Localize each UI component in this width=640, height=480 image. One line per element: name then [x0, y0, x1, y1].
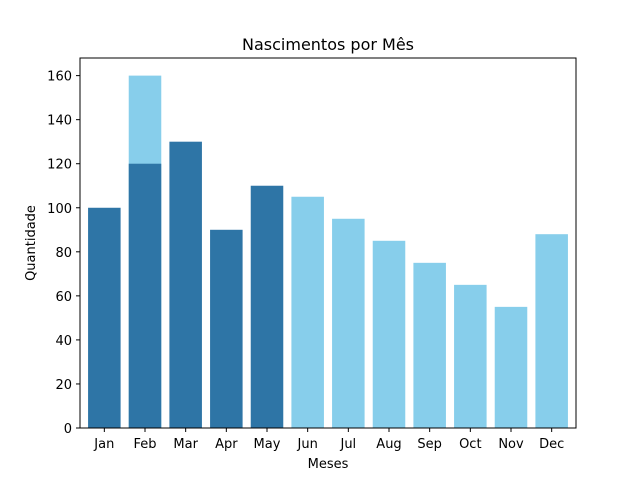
bars-layer: [88, 75, 568, 428]
x-tick-label-may: May: [254, 437, 281, 452]
bar-mar-series-2: [169, 141, 202, 428]
x-tick-label-mar: Mar: [173, 437, 198, 452]
x-tick-label-feb: Feb: [133, 437, 156, 452]
y-tick-label: 120: [47, 158, 72, 173]
y-tick-label: 140: [47, 114, 72, 129]
x-tick-label-jun: Jun: [297, 437, 318, 452]
x-tick-label-sep: Sep: [417, 437, 442, 452]
x-axis-title: Meses: [308, 457, 349, 472]
y-tick-label: 100: [47, 202, 72, 217]
y-tick-label: 60: [55, 290, 72, 305]
x-tick-label-jul: Jul: [339, 437, 356, 452]
bar-dec-series-1: [535, 234, 568, 428]
x-tick-label-aug: Aug: [376, 437, 401, 452]
bar-feb-series-2: [128, 163, 162, 428]
bar-aug-series-1: [372, 240, 406, 428]
bar-nov-series-1: [494, 306, 528, 428]
x-tick-label-apr: Apr: [215, 437, 238, 452]
bar-sep-series-1: [413, 262, 446, 428]
x-tick-label-nov: Nov: [498, 437, 524, 452]
bar-may-series-2: [250, 185, 284, 428]
y-axis: 0 20 40 60 80 100 120 140 160: [47, 70, 80, 437]
y-tick-label: 20: [55, 378, 72, 393]
x-tick-label-oct: Oct: [459, 437, 481, 452]
bar-apr-series-2: [210, 229, 243, 428]
plot-frame: [79, 57, 577, 429]
x-axis: Jan Feb Mar Apr May Jun Jul Aug Sep Oct Nov Dec: [93, 428, 564, 452]
bar-jan-series-2: [88, 207, 121, 428]
y-tick-label: 40: [55, 334, 72, 349]
y-tick-label: 0: [64, 422, 72, 437]
y-axis-title: Quantidade: [24, 205, 39, 281]
chart-title: Nascimentos por Mês: [242, 35, 414, 54]
x-tick-label-dec: Dec: [539, 437, 564, 452]
x-tick-label-jan: Jan: [93, 437, 114, 452]
y-tick-label: 160: [47, 70, 72, 85]
bar-jun-series-1: [291, 196, 324, 428]
bar-oct-series-1: [454, 284, 487, 428]
bar-jul-series-1: [332, 218, 365, 428]
y-tick-label: 80: [55, 246, 72, 261]
